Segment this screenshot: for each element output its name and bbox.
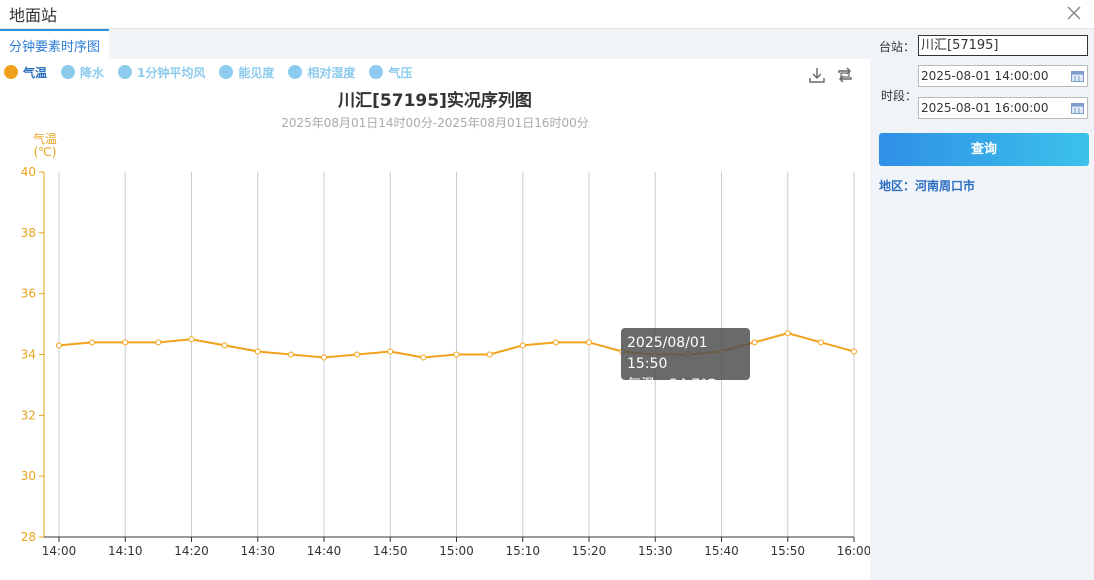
legend-label: 气压: [388, 65, 413, 80]
region-text: 地区：河南周口市: [879, 179, 976, 193]
y-tick-label: 36: [21, 287, 36, 301]
x-tick-label: 14:10: [108, 544, 143, 558]
data-point: [817, 339, 824, 346]
data-point: [751, 339, 758, 346]
legend-label: 能见度: [238, 65, 275, 80]
tooltip-value: 气温：34.7℃: [627, 377, 716, 393]
data-point: [287, 351, 294, 358]
tooltip-time: 2025/08/01 15:50: [627, 335, 708, 372]
data-point: [387, 348, 394, 355]
legend-marker: [4, 65, 18, 79]
y-tick-label: 34: [21, 348, 36, 362]
query-panel: 台站： 川汇[57195] 时段： 2025-08-01 14:00:00 20…: [870, 29, 1094, 580]
legend-item[interactable]: 气温: [4, 62, 47, 82]
end-time-value: 2025-08-01 16:00:00: [921, 101, 1049, 115]
x-tick-label: 15:40: [704, 544, 739, 558]
y-axis-name: 气温 (℃): [30, 133, 60, 159]
legend-item[interactable]: 气压: [369, 62, 412, 82]
y-tick-label: 30: [21, 469, 36, 483]
switch-view-icon[interactable]: [836, 66, 854, 84]
legend-label: 气温: [23, 65, 48, 80]
x-tick-label: 15:30: [638, 544, 673, 558]
data-point: [851, 348, 857, 355]
x-tick-label: 15:10: [505, 544, 540, 558]
timeseries-chart: 28 30 32 34 36 38 40 14:00 14:10 14:20 14:30 14:40 1…: [21, 165, 870, 558]
tab-minute-timeseries[interactable]: 分钟要素时序图: [0, 29, 110, 59]
x-tick-label: 15:00: [439, 544, 474, 558]
y-tick-label: 38: [21, 226, 36, 240]
data-point: [89, 339, 96, 346]
x-tick-label: 14:50: [373, 544, 408, 558]
data-point: [354, 351, 361, 358]
legend-label: 1分钟平均风: [137, 65, 206, 80]
legend-item[interactable]: 相对湿度: [288, 62, 355, 82]
legend-marker: [219, 65, 234, 79]
legend-marker: [61, 65, 76, 79]
calendar-icon[interactable]: [1071, 102, 1084, 114]
chart-subtitle: 2025年08月01日14时00分-2025年08月01日16时00分: [281, 116, 589, 130]
x-tick-label: 14:20: [174, 544, 209, 558]
x-tick-label: 14:00: [42, 544, 77, 558]
query-button[interactable]: 查询: [879, 133, 1089, 166]
calendar-icon[interactable]: [1071, 70, 1084, 82]
y-axis-name-line: (℃): [33, 145, 57, 159]
data-point: [56, 342, 62, 349]
window-titlebar: 地面站: [0, 0, 1094, 29]
chart-legend: 气温 降水 1分钟平均风 能见度 相对湿度 气压: [4, 62, 426, 82]
data-point: [321, 354, 327, 361]
close-icon[interactable]: [1064, 3, 1084, 23]
legend-label: 降水: [80, 65, 105, 80]
legend-item[interactable]: 1分钟平均风: [118, 62, 205, 82]
legend-marker: [288, 65, 303, 79]
data-point: [486, 351, 493, 358]
legend-label: 相对湿度: [307, 65, 356, 80]
data-point: [586, 339, 592, 346]
data-point: [155, 339, 162, 346]
data-point: [221, 342, 228, 349]
station-input[interactable]: 川汇[57195]: [918, 35, 1088, 56]
x-tick-label: 15:20: [572, 544, 607, 558]
legend-marker: [369, 65, 384, 79]
x-tick-label: 16:00: [837, 544, 870, 558]
y-tick-label: 28: [21, 530, 36, 544]
legend-item[interactable]: 降水: [61, 62, 104, 82]
y-axis-name-line: 气温: [32, 132, 57, 146]
legend-marker: [118, 65, 133, 79]
data-point: [519, 342, 526, 349]
chart-title: 川汇[57195]实况序列图: [338, 91, 532, 111]
x-tick-label: 15:50: [770, 544, 805, 558]
start-time-input[interactable]: 2025-08-01 14:00:00: [918, 65, 1088, 87]
chart-tooltip: 2025/08/01 15:50 气温：34.7℃: [621, 328, 750, 393]
data-point: [188, 336, 195, 343]
y-tick-label: 40: [21, 165, 36, 179]
data-point: [254, 348, 261, 355]
y-tick-label: 32: [21, 408, 36, 422]
download-icon[interactable]: [808, 66, 826, 84]
data-point: [784, 330, 791, 337]
data-point: [453, 351, 460, 358]
data-point: [122, 339, 129, 346]
start-time-value: 2025-08-01 14:00:00: [921, 69, 1049, 83]
end-time-input[interactable]: 2025-08-01 16:00:00: [918, 97, 1088, 119]
legend-item[interactable]: 能见度: [219, 62, 274, 82]
data-point: [552, 339, 559, 346]
x-tick-label: 14:30: [240, 544, 275, 558]
chart-area: 28 30 32 34 36 38 40 14:00 14:10 14:20 14:30 14:40 1…: [0, 59, 870, 580]
window-title: 地面站: [9, 6, 58, 25]
data-point: [420, 354, 427, 361]
station-label: 台站：: [879, 40, 916, 54]
x-tick-label: 14:40: [307, 544, 342, 558]
tab-bar: 分钟要素时序图: [0, 29, 870, 59]
period-label: 时段：: [881, 89, 918, 103]
